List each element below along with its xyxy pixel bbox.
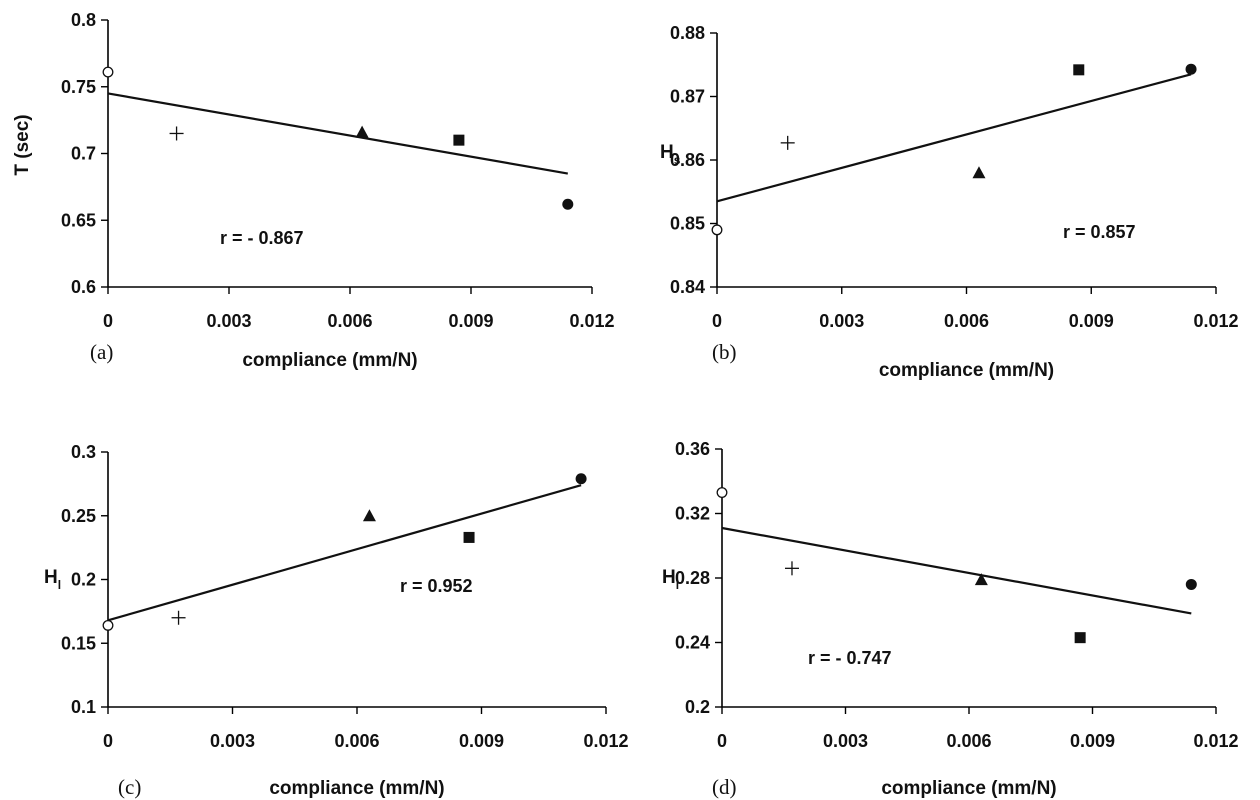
correlation-annotation: r = - 0.747: [808, 648, 892, 668]
data-point-open-circle: [102, 66, 114, 78]
y-tick-label: 0.8: [71, 10, 96, 30]
x-tick-label: 0.006: [944, 311, 989, 331]
y-axis-title: Hs: [660, 142, 681, 167]
x-tick-label: 0.003: [210, 731, 255, 751]
x-tick-label: 0: [103, 731, 113, 751]
x-tick-label: 0.009: [459, 731, 504, 751]
x-tick-label: 0.003: [819, 311, 864, 331]
x-axis-title: compliance (mm/N): [269, 778, 444, 799]
data-point-plus: [171, 610, 186, 625]
data-point-filled-circle: [562, 198, 574, 210]
regression-line: [107, 92, 568, 175]
data-point-filled-circle: [1185, 63, 1197, 75]
y-tick-label: 0.15: [61, 633, 96, 653]
x-tick-label: 0.009: [1070, 731, 1115, 751]
x-axis-title: compliance (mm/N): [242, 350, 417, 371]
x-tick-label: 0: [717, 731, 727, 751]
y-axis-title: Hl: [44, 567, 61, 592]
data-point-filled-circle: [575, 473, 587, 485]
x-axis-title: compliance (mm/N): [879, 360, 1054, 381]
panel-label: (b): [712, 340, 737, 364]
y-tick-label: 0.88: [670, 23, 705, 43]
y-tick-label: 0.75: [61, 77, 96, 97]
panel-1: 0.6 0.65 0.7 0.75 0.8 0 0.003 0.006 0.009 0.012 T …: [12, 10, 615, 371]
y-tick-label: 0.32: [675, 504, 710, 524]
y-tick-label: 0.2: [685, 697, 710, 717]
data-point-plus: [169, 126, 184, 141]
data-point-plus: [780, 135, 795, 150]
x-tick-label: 0.003: [823, 731, 868, 751]
y-tick-label: 0.3: [71, 442, 96, 462]
panel-label: (a): [90, 340, 113, 364]
regression-line: [107, 484, 582, 622]
data-point-square: [453, 134, 465, 146]
panel-4: 0.2 0.24 0.28 0.32 0.36 0 0.003 0.006 0.009 0.012…: [662, 439, 1239, 799]
y-tick-label: 0.1: [71, 697, 96, 717]
x-axis-title: compliance (mm/N): [881, 778, 1056, 799]
y-tick-label: 0.2: [71, 570, 96, 590]
y-tick-label: 0.84: [670, 277, 705, 297]
correlation-annotation: r = - 0.867: [220, 228, 304, 248]
x-tick-label: 0.012: [583, 731, 628, 751]
data-point-open-circle: [711, 224, 723, 236]
y-tick-label: 0.87: [670, 87, 705, 107]
data-point-square: [463, 531, 475, 543]
x-tick-label: 0.003: [206, 311, 251, 331]
y-axis-title-main: H: [662, 567, 676, 588]
data-point-triangle: [974, 573, 988, 586]
panel-label: (d): [712, 775, 737, 799]
x-tick-label: 0.012: [1193, 731, 1238, 751]
y-tick-label: 0.28: [675, 568, 710, 588]
x-tick-label: 0.009: [448, 311, 493, 331]
x-tick-label: 0.006: [334, 731, 379, 751]
x-tick-label: 0.012: [569, 311, 614, 331]
x-tick-label: 0: [103, 311, 113, 331]
y-tick-label: 0.36: [675, 439, 710, 459]
y-tick-label: 0.25: [61, 506, 96, 526]
y-axis-title: T (sec): [12, 114, 33, 175]
x-tick-label: 0.006: [946, 731, 991, 751]
data-point-triangle: [362, 509, 376, 522]
y-tick-label: 0.7: [71, 144, 96, 164]
data-point-triangle: [355, 125, 369, 138]
y-tick-label: 0.24: [675, 633, 710, 653]
data-point-plus: [784, 561, 799, 576]
panel-label: (c): [118, 775, 141, 799]
y-axis-title: Hl: [662, 567, 679, 592]
y-axis-title-main: H: [660, 142, 674, 163]
correlation-annotation: r = 0.952: [400, 576, 473, 596]
y-axis-title-subscript: l: [676, 578, 679, 592]
panel-2: 0.84 0.85 0.86 0.87 0.88 0 0.003 0.006 0.009 0.01…: [660, 23, 1239, 381]
x-tick-label: 0: [712, 311, 722, 331]
data-point-filled-circle: [1185, 578, 1197, 590]
y-axis-title-subscript: l: [58, 578, 61, 592]
y-axis-title-main: T (sec): [12, 114, 33, 175]
data-point-open-circle: [102, 619, 114, 631]
regression-line: [721, 526, 1192, 615]
data-point-open-circle: [716, 487, 728, 498]
x-tick-label: 0.012: [1193, 311, 1238, 331]
y-tick-label: 0.65: [61, 210, 96, 230]
y-tick-label: 0.86: [670, 150, 705, 170]
data-point-triangle: [972, 166, 986, 179]
data-point-square: [1073, 64, 1085, 76]
data-point-square: [1074, 632, 1086, 644]
y-axis-title-subscript: s: [674, 153, 681, 167]
correlation-annotation: r = 0.857: [1063, 222, 1136, 242]
panel-3: 0.1 0.15 0.2 0.25 0.3 0 0.003 0.006 0.009 0.012 Hl…: [44, 442, 629, 799]
y-axis-title-main: H: [44, 567, 58, 588]
y-tick-label: 0.6: [71, 277, 96, 297]
x-tick-label: 0.009: [1069, 311, 1114, 331]
y-tick-label: 0.85: [670, 214, 705, 234]
regression-line: [716, 73, 1192, 203]
x-tick-label: 0.006: [327, 311, 372, 331]
